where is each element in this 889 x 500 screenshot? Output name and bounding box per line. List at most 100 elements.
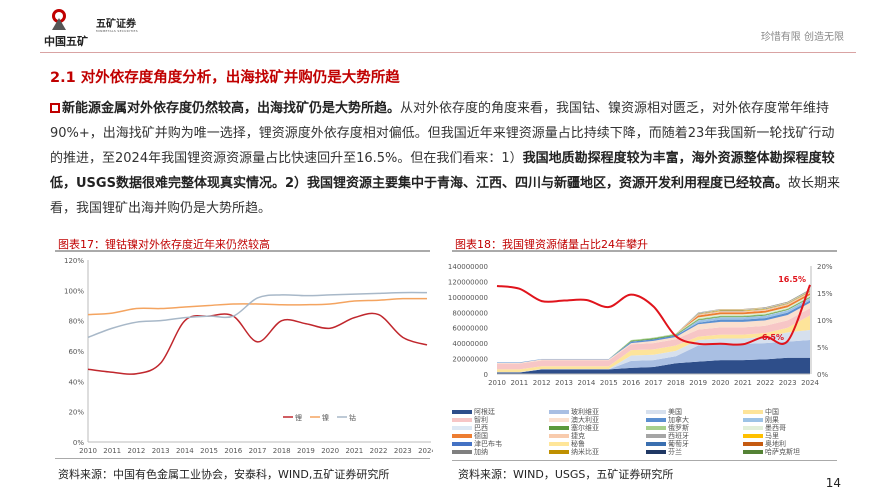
y2-tick-label: 0% [817, 371, 828, 379]
legend-label: 塞尔维亚 [571, 424, 599, 432]
body-bold-2: 我国地质勘探程度较为丰富，海外资源整体勘探程度较低，USGS数据很难完整体现真实… [50, 151, 835, 191]
lead-bold: 新能源金属对外依存度仍然较高，出海找矿仍是大势所趋。 [62, 101, 401, 116]
legend-item: 澳大利亚 [549, 415, 599, 425]
legend-label: 捷克 [571, 432, 585, 440]
x-tick-label: 2015 [200, 447, 218, 455]
x-tick-label: 2018 [667, 379, 685, 387]
x-tick-label: 2011 [510, 379, 528, 387]
legend-swatch [743, 450, 763, 454]
legend-item: 马里 [743, 431, 779, 441]
legend-item: 墨西哥 [743, 423, 786, 433]
x-tick-label: 2021 [734, 379, 752, 387]
legend-item: 智利 [452, 415, 488, 425]
legend-item: 玻利维亚 [549, 407, 599, 417]
y-tick-label: 60% [68, 348, 84, 356]
legend-label: 智利 [474, 416, 488, 424]
legend-label: 葡萄牙 [668, 440, 689, 448]
chart-legend: 阿根廷 玻利维亚 美国 中国 智利 澳大利亚 加拿大 刚果 巴西 塞尔维亚 俄罗斯 墨西哥 德国 捷克 西班… [452, 407, 842, 457]
legend-label: 德国 [474, 432, 488, 440]
legend-swatch [743, 442, 763, 446]
legend-swatch [743, 410, 763, 414]
x-tick-label: 2012 [533, 379, 551, 387]
x-tick-label: 2015 [600, 379, 618, 387]
y-tick-label: 100% [64, 287, 84, 295]
legend-swatch [549, 442, 569, 446]
figure17-bottom-rule [55, 458, 430, 459]
y-tick-label: 20% [68, 409, 84, 417]
x-tick-label: 2024 [418, 447, 433, 455]
legend-label: 刚果 [765, 416, 779, 424]
body-text-1: 从对外依存度的角度来看，我国钴、镍资源相对匮乏，对外依存度常年维持90%+，出海… [50, 101, 835, 166]
legend-swatch [549, 434, 569, 438]
area-阿根廷 [497, 357, 810, 374]
x-tick-label: 2013 [152, 447, 170, 455]
x-tick-label: 2010 [488, 379, 506, 387]
series-line-钴 [87, 291, 428, 339]
y-tick-label: 40000000 [452, 340, 488, 348]
legend-label: 墨西哥 [765, 424, 786, 432]
legend-swatch [452, 418, 472, 422]
brand-name-en: MINMETALS SECURITIES [96, 29, 138, 33]
section-title: 2.1 对外依存度角度分析，出海找矿并购仍是大势所趋 [50, 70, 400, 86]
legend-label: 加纳 [474, 448, 488, 456]
series-line-锂 [87, 312, 428, 376]
china-share-line [496, 284, 811, 346]
legend-swatch [549, 426, 569, 430]
legend-item: 哈萨克斯坦 [743, 447, 800, 457]
legend-swatch [452, 426, 472, 430]
legend-swatch [549, 410, 569, 414]
chart-lithium-reserves: 0 20000000 40000000 60000000 80000000 1000000… [448, 263, 833, 387]
y-tick-label: 20000000 [452, 356, 488, 364]
legend-item: 俄罗斯 [646, 423, 689, 433]
x-tick-label: 2014 [578, 379, 596, 387]
area-智利 [497, 308, 810, 370]
figure18-title: 图表18：我国锂资源储量占比24年攀升 [455, 238, 648, 251]
figure18-bottom-rule [452, 460, 837, 461]
y-tick-label: 40% [68, 378, 84, 386]
y-tick-label: 140000000 [448, 263, 488, 271]
legend-label: 玻利维亚 [571, 408, 599, 416]
x-tick-label: 2022 [756, 379, 774, 387]
x-tick-label: 2014 [176, 447, 194, 455]
legend-label: 奥地利 [765, 440, 786, 448]
y-tick-label: 80% [68, 318, 84, 326]
legend-item: 葡萄牙 [646, 439, 689, 449]
legend-swatch [646, 442, 666, 446]
bullet-square-icon [50, 103, 60, 113]
y-tick-label: 100000000 [448, 294, 488, 302]
figure17-source: 资料来源：中国有色金属工业协会，安泰科，WIND,五矿证券研究所 [58, 468, 390, 481]
x-tick-label: 2017 [249, 447, 267, 455]
legend-swatch [452, 434, 472, 438]
x-tick-label: 2012 [128, 447, 146, 455]
body-text-2: 故长期来看，我国锂矿出海并购仍是大势所趋。 [50, 176, 841, 216]
area-玻利维亚 [497, 340, 810, 373]
legend-item: 芬兰 [646, 447, 682, 457]
legend-label: 俄罗斯 [668, 424, 689, 432]
china-minmetals-logo [52, 9, 66, 30]
x-tick-label: 2024 [801, 379, 819, 387]
brand-name: 五矿证券 [96, 19, 136, 30]
x-tick-label: 2020 [712, 379, 730, 387]
chart-foreign-dependence: 0% 20% 40% 60% 80% 100% 120% 2010 2011 2012 2013 20… [64, 257, 433, 455]
legend-item: 西班牙 [646, 431, 689, 441]
x-tick-label: 2018 [273, 447, 291, 455]
legend-swatch [646, 418, 666, 422]
legend-item: 阿根廷 [452, 407, 495, 417]
legend-swatch [452, 450, 472, 454]
x-tick-label: 2010 [79, 447, 97, 455]
figure18-source: 资料来源：WIND，USGS，五矿证券研究所 [458, 468, 674, 481]
legend-item: 德国 [452, 431, 488, 441]
x-tick-label: 2011 [103, 447, 121, 455]
legend-label: 马里 [765, 432, 779, 440]
x-tick-label: 2023 [779, 379, 797, 387]
x-tick-label: 2022 [370, 447, 388, 455]
legend-swatch [743, 434, 763, 438]
legend-swatch [743, 426, 763, 430]
legend-item: 美国 [646, 407, 682, 417]
legend-label: 澳大利亚 [571, 416, 599, 424]
body-paragraph: 新能源金属对外依存度仍然较高，出海找矿仍是大势所趋。从对外依存度的角度来看，我国… [50, 96, 840, 221]
legend-item: 中国 [743, 407, 779, 417]
legend-label: 钴 [349, 413, 356, 422]
legend-label: 巴西 [474, 424, 488, 432]
y2-tick-label: 20% [817, 263, 833, 271]
